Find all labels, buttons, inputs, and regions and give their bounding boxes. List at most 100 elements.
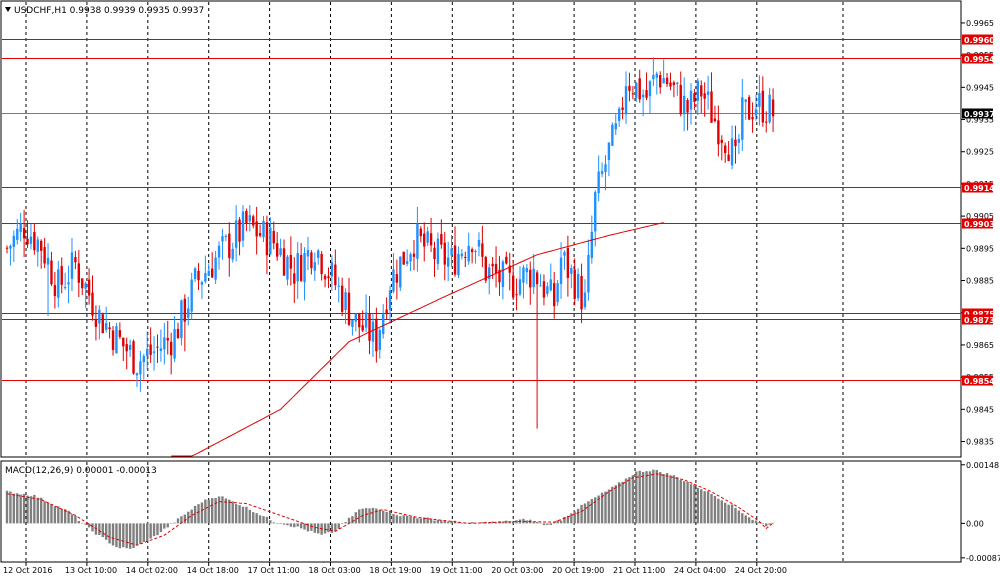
- macd-bar: [323, 523, 327, 534]
- macd-bar: [286, 523, 289, 526]
- candle-body: [40, 240, 43, 251]
- macd-bar: [385, 511, 388, 524]
- macd-bar: [303, 523, 306, 530]
- y-tick-label: 0.9895: [966, 244, 994, 253]
- candle-body: [682, 95, 686, 115]
- macd-tick-label: -0.00087: [966, 554, 1000, 563]
- macd-bar: [693, 484, 696, 524]
- macd-bar: [53, 506, 57, 524]
- macd-bar: [125, 523, 128, 549]
- candle-body: [217, 245, 221, 258]
- candle-body: [81, 278, 84, 289]
- macd-bar: [412, 517, 416, 524]
- macd-bar: [351, 516, 354, 524]
- macd-histogram: [5, 469, 775, 549]
- candle-body: [617, 108, 621, 121]
- candle-body: [505, 256, 508, 264]
- level-tag: [962, 218, 993, 229]
- candle-body: [446, 257, 450, 267]
- candle-body: [16, 228, 19, 240]
- current-price-label: 0.9937: [964, 110, 995, 119]
- candle-body: [228, 233, 231, 259]
- candle-body: [624, 86, 628, 115]
- macd-bar: [91, 523, 94, 532]
- candle-body: [310, 252, 313, 269]
- macd-bar: [228, 499, 231, 524]
- macd-bar: [265, 516, 269, 524]
- macd-bar: [686, 482, 689, 524]
- macd-bar: [214, 498, 217, 524]
- macd-bar: [532, 521, 535, 524]
- candle-body: [453, 245, 457, 275]
- macd-bar: [159, 523, 163, 533]
- candle-body: [358, 313, 361, 328]
- y-tick-label: 0.9965: [966, 19, 994, 28]
- macd-bar: [122, 523, 125, 548]
- macd-bar: [364, 508, 368, 524]
- macd-bar: [426, 517, 429, 524]
- macd-bar: [50, 504, 53, 524]
- macd-bar: [238, 505, 241, 524]
- candle-body: [375, 318, 378, 352]
- macd-bar: [84, 523, 87, 525]
- candle-body: [190, 279, 193, 312]
- candle-body: [221, 236, 224, 242]
- candle-body: [183, 298, 187, 322]
- candle-body: [669, 82, 672, 87]
- x-tick-label: 17 Oct 11:00: [248, 566, 300, 575]
- macd-bar: [204, 499, 207, 524]
- macd-bar: [234, 504, 238, 524]
- x-tick-label: 18 Oct 03:00: [309, 566, 361, 575]
- macd-bar: [368, 508, 371, 524]
- macd-bar: [488, 523, 491, 524]
- candle-body: [655, 73, 658, 78]
- level-tag-label: 0.9960: [964, 36, 995, 45]
- candle-body: [22, 227, 26, 239]
- candle-body: [368, 313, 371, 341]
- candle-body: [443, 242, 446, 265]
- candle-body: [275, 243, 279, 257]
- macd-bar: [87, 523, 91, 528]
- macd-bar: [200, 502, 204, 524]
- macd-bar: [16, 493, 19, 524]
- macd-bar: [628, 477, 631, 524]
- macd-bar: [583, 503, 587, 524]
- candle-body: [412, 253, 416, 257]
- macd-bar: [614, 485, 617, 524]
- macd-bar: [450, 520, 453, 524]
- candle-body: [241, 211, 245, 241]
- macd-bar: [347, 517, 351, 524]
- candle-body: [665, 77, 669, 85]
- candle-body: [481, 243, 484, 257]
- candle-body: [730, 138, 734, 166]
- dropdown-triangle-icon[interactable]: [5, 7, 11, 12]
- macd-bar: [655, 470, 658, 524]
- macd-bar: [741, 513, 744, 524]
- candle-body: [706, 91, 710, 95]
- macd-bar: [132, 523, 135, 549]
- macd-bar: [255, 513, 258, 524]
- level-tag: [962, 53, 993, 64]
- level-tag-label: 0.9914: [964, 184, 995, 193]
- candle-body: [659, 75, 662, 88]
- candle-body: [279, 248, 282, 256]
- candle-body: [532, 268, 535, 288]
- macd-bar: [245, 506, 248, 524]
- candle-body: [26, 238, 29, 245]
- candle-body: [402, 251, 405, 265]
- macd-bar: [416, 518, 419, 524]
- macd-bar: [727, 504, 730, 524]
- macd-bar: [313, 523, 316, 533]
- macd-bar: [118, 523, 122, 549]
- macd-bar: [713, 495, 717, 524]
- macd-bar: [717, 498, 720, 524]
- macd-bar: [152, 523, 156, 537]
- candle-body: [378, 329, 381, 350]
- candle-body: [33, 231, 36, 251]
- candle-body: [388, 290, 392, 310]
- macd-bar: [282, 523, 286, 525]
- candle-body: [679, 84, 682, 115]
- candle-body: [549, 279, 552, 291]
- candle-body: [125, 344, 128, 352]
- macd-bar: [12, 493, 16, 524]
